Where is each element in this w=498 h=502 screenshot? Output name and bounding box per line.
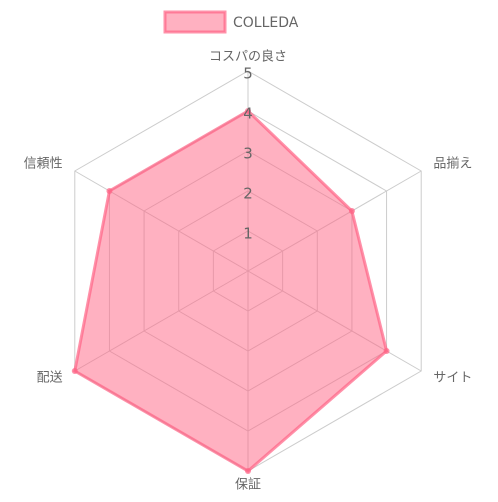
axis-label: 信頼性 [24, 157, 63, 172]
tick-label: 1 [243, 225, 253, 243]
axis-label: サイト [433, 371, 472, 386]
data-point [245, 468, 251, 474]
tick-label: 4 [243, 105, 253, 123]
data-point [245, 108, 251, 114]
axis-label: 品揃え [433, 156, 472, 172]
data-point [348, 208, 355, 214]
tick-label: 2 [243, 185, 253, 203]
series-area [73, 109, 389, 473]
data-point [71, 368, 78, 374]
data-point [106, 188, 113, 194]
tick-label: 5 [243, 65, 253, 83]
data-point [383, 348, 390, 354]
legend-label: COLLEDA [233, 15, 299, 31]
axis-label: 配送 [37, 371, 63, 386]
legend-swatch [163, 10, 227, 34]
axis-label: 保証 [235, 478, 261, 493]
axis-label: コスパの良さ [209, 49, 287, 65]
tick-label: 3 [243, 145, 253, 163]
